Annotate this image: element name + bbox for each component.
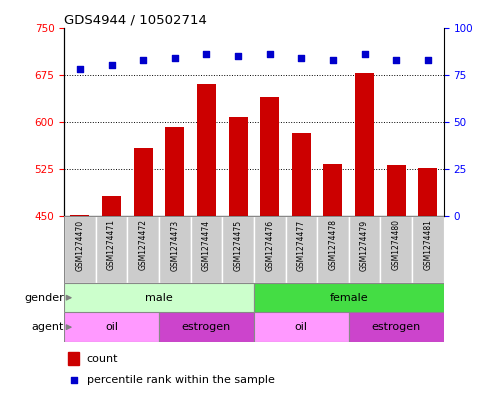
Text: female: female — [329, 293, 368, 303]
Text: GSM1274471: GSM1274471 — [107, 219, 116, 270]
Point — [361, 51, 369, 57]
Text: GSM1274475: GSM1274475 — [234, 219, 243, 271]
Text: gender: gender — [24, 293, 64, 303]
Text: agent: agent — [32, 322, 64, 332]
Point — [203, 51, 211, 57]
Bar — [254, 312, 349, 342]
Bar — [64, 216, 96, 283]
Text: GSM1274476: GSM1274476 — [265, 219, 274, 271]
Point — [139, 57, 147, 63]
Bar — [159, 312, 254, 342]
Text: GSM1274480: GSM1274480 — [392, 219, 401, 270]
Point — [424, 57, 432, 63]
Bar — [254, 283, 444, 312]
Bar — [323, 164, 343, 216]
Text: GSM1274472: GSM1274472 — [139, 219, 148, 270]
Text: male: male — [145, 293, 173, 303]
Text: percentile rank within the sample: percentile rank within the sample — [87, 375, 275, 385]
Bar — [387, 165, 406, 216]
Bar — [134, 148, 153, 216]
Bar — [96, 216, 127, 283]
Text: oil: oil — [105, 322, 118, 332]
Bar — [165, 127, 184, 216]
Bar — [292, 133, 311, 216]
Text: GSM1274479: GSM1274479 — [360, 219, 369, 271]
Point — [329, 57, 337, 63]
Bar — [68, 352, 79, 365]
Text: count: count — [87, 354, 118, 364]
Bar — [254, 216, 285, 283]
Bar — [260, 97, 279, 216]
Bar — [355, 73, 374, 216]
Text: oil: oil — [295, 322, 308, 332]
Point — [171, 55, 179, 61]
Text: GSM1274470: GSM1274470 — [75, 219, 84, 271]
Bar — [64, 312, 159, 342]
Bar — [127, 216, 159, 283]
Bar — [159, 216, 191, 283]
Point — [234, 53, 242, 59]
Bar — [197, 84, 216, 216]
Bar — [70, 215, 89, 216]
Bar — [381, 216, 412, 283]
Bar — [285, 216, 317, 283]
Bar — [64, 283, 254, 312]
Bar — [102, 196, 121, 216]
Point — [70, 376, 77, 383]
Text: GSM1274473: GSM1274473 — [170, 219, 179, 271]
Bar — [349, 312, 444, 342]
Text: GSM1274474: GSM1274474 — [202, 219, 211, 271]
Point — [392, 57, 400, 63]
Text: estrogen: estrogen — [372, 322, 421, 332]
Text: GSM1274481: GSM1274481 — [423, 219, 432, 270]
Bar — [222, 216, 254, 283]
Point — [107, 62, 115, 68]
Bar — [191, 216, 222, 283]
Point — [76, 66, 84, 72]
Text: GDS4944 / 10502714: GDS4944 / 10502714 — [64, 13, 207, 26]
Bar — [349, 216, 381, 283]
Bar — [419, 168, 437, 216]
Bar — [412, 216, 444, 283]
Point — [266, 51, 274, 57]
Text: GSM1274478: GSM1274478 — [328, 219, 338, 270]
Bar — [229, 118, 247, 216]
Text: GSM1274477: GSM1274477 — [297, 219, 306, 271]
Text: estrogen: estrogen — [182, 322, 231, 332]
Bar — [317, 216, 349, 283]
Point — [297, 55, 305, 61]
